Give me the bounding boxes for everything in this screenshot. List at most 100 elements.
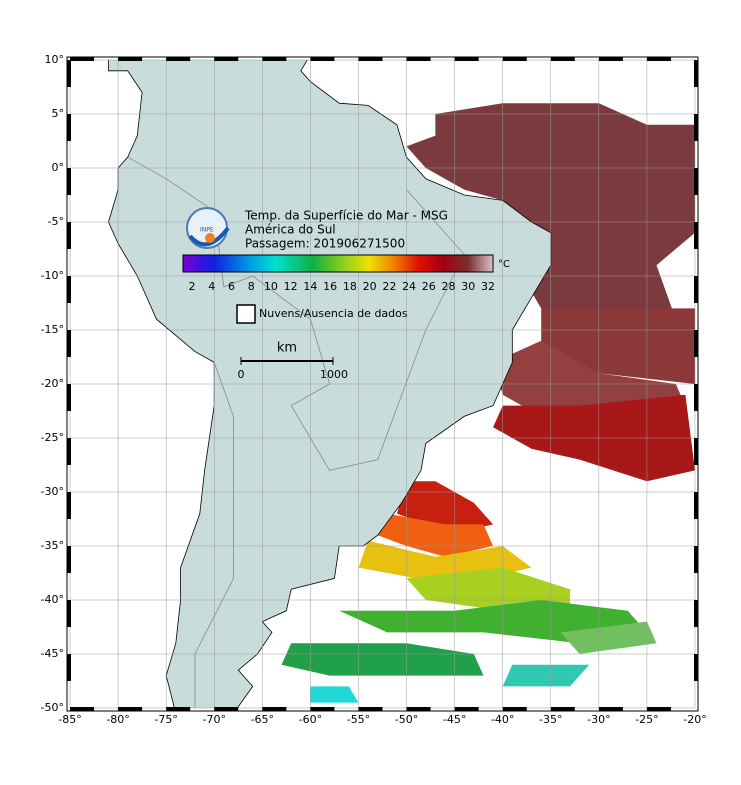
scale-end-label: 1000 (320, 368, 348, 381)
colorbar (182, 254, 494, 273)
frame-segment (694, 492, 698, 519)
frame-segment (358, 57, 383, 61)
frame-segment (67, 546, 71, 573)
frame-segment (67, 222, 71, 249)
frame-segment (118, 707, 143, 711)
lon-label: -80° (106, 713, 129, 726)
sea-temperature-patch (560, 621, 657, 654)
frame-segment (67, 492, 71, 519)
legend-label: Nuvens/Ausencia de dados (259, 307, 408, 320)
frame-segment (118, 57, 143, 61)
frame-segment (454, 707, 479, 711)
colorbar-tick-label: 26 (422, 280, 436, 293)
colorbar-unit: °C (498, 259, 510, 270)
frame-segment (67, 600, 71, 627)
lat-label: -10° (41, 269, 64, 282)
frame-segment (454, 57, 479, 61)
frame-segment (67, 114, 71, 141)
border (194, 362, 234, 708)
lat-label: -50° (41, 701, 64, 714)
lon-label: -70° (202, 713, 225, 726)
lat-label: 5° (52, 107, 65, 120)
overlay: INPE Temp. da Superfície do Mar - MSG Am… (182, 207, 510, 381)
frame-segment (67, 330, 71, 357)
frame-segment (502, 707, 527, 711)
lat-label: -20° (41, 377, 64, 390)
frame-segment (694, 438, 698, 465)
frame-segment (694, 384, 698, 411)
frame-segment (406, 707, 431, 711)
colorbar-tick-label: 4 (208, 280, 215, 293)
frame-segment (694, 60, 698, 87)
frame-segment (694, 168, 698, 195)
frame-segment (694, 546, 698, 573)
frame-segment (358, 707, 383, 711)
legend-swatch (236, 304, 256, 324)
title: Temp. da Superfície do Mar - MSG (244, 209, 448, 223)
frame-segment (262, 57, 287, 61)
frame-segment (70, 57, 95, 61)
colorbar-tick-label: 14 (303, 280, 317, 293)
sea-temperature-patch (358, 540, 532, 579)
lat-label: -30° (41, 485, 64, 498)
frame-segment (694, 276, 698, 303)
frame-segment (67, 384, 71, 411)
lon-label: -65° (251, 713, 274, 726)
colorbar-tick-label: 12 (284, 280, 298, 293)
lon-label: -40° (491, 713, 514, 726)
colorbar-tick-label: 22 (382, 280, 396, 293)
lat-label: -35° (41, 539, 64, 552)
lon-label: -85° (58, 713, 81, 726)
lon-label: -60° (299, 713, 322, 726)
colorbar-tick-label: 2 (189, 280, 196, 293)
lat-label: -45° (41, 647, 64, 660)
lon-label: -75° (154, 713, 177, 726)
frame-segment (502, 57, 527, 61)
colorbar-tick-label: 16 (323, 280, 337, 293)
frame-segment (67, 276, 71, 303)
frame-segment (694, 330, 698, 357)
scale-unit: km (277, 341, 297, 356)
sea-temperature-patch (281, 643, 484, 676)
colorbar-tick-label: 28 (442, 280, 456, 293)
sea-temperature-patch (310, 686, 359, 703)
frame-segment (166, 57, 191, 61)
lon-label: -25° (635, 713, 658, 726)
logo-sun (205, 233, 215, 243)
frame-segment (214, 57, 239, 61)
frame-segment (694, 600, 698, 627)
frame-segment (646, 57, 671, 61)
logo-text: INPE (200, 227, 214, 234)
frame-segment (67, 438, 71, 465)
lat-label: 0° (52, 161, 65, 174)
pass: Passagem: 201906271500 (245, 237, 405, 251)
frame-segment (67, 60, 71, 87)
frame-segment (694, 654, 698, 681)
frame-segment (694, 114, 698, 141)
lat-label: -25° (41, 431, 64, 444)
lon-label: -55° (347, 713, 370, 726)
frame-segment (310, 707, 335, 711)
lat-label: -40° (41, 593, 64, 606)
frame-segment (646, 707, 671, 711)
lat-label: -5° (48, 215, 64, 228)
lon-label: -45° (443, 713, 466, 726)
colorbar-tick-label: 30 (461, 280, 475, 293)
colorbar-tick-label: 6 (228, 280, 235, 293)
frame-segment (598, 57, 623, 61)
colorbar-tick-label: 8 (248, 280, 255, 293)
region: América do Sul (245, 223, 336, 237)
frame-segment (262, 707, 287, 711)
frame-segment (67, 654, 71, 681)
logo-swoosh (188, 226, 230, 247)
frame-segment (70, 707, 95, 711)
frame-segment (598, 707, 623, 711)
frame-segment (67, 168, 71, 195)
axes: 10° 5° 0° -5° -10° -15° -20° -25° -30° -35° -40° -4… (41, 53, 707, 726)
lat-label: -15° (41, 323, 64, 336)
sea-temperature-patch (493, 340, 686, 417)
colorbar-tick-label: 32 (481, 280, 495, 293)
lat-label: 10° (45, 53, 65, 66)
